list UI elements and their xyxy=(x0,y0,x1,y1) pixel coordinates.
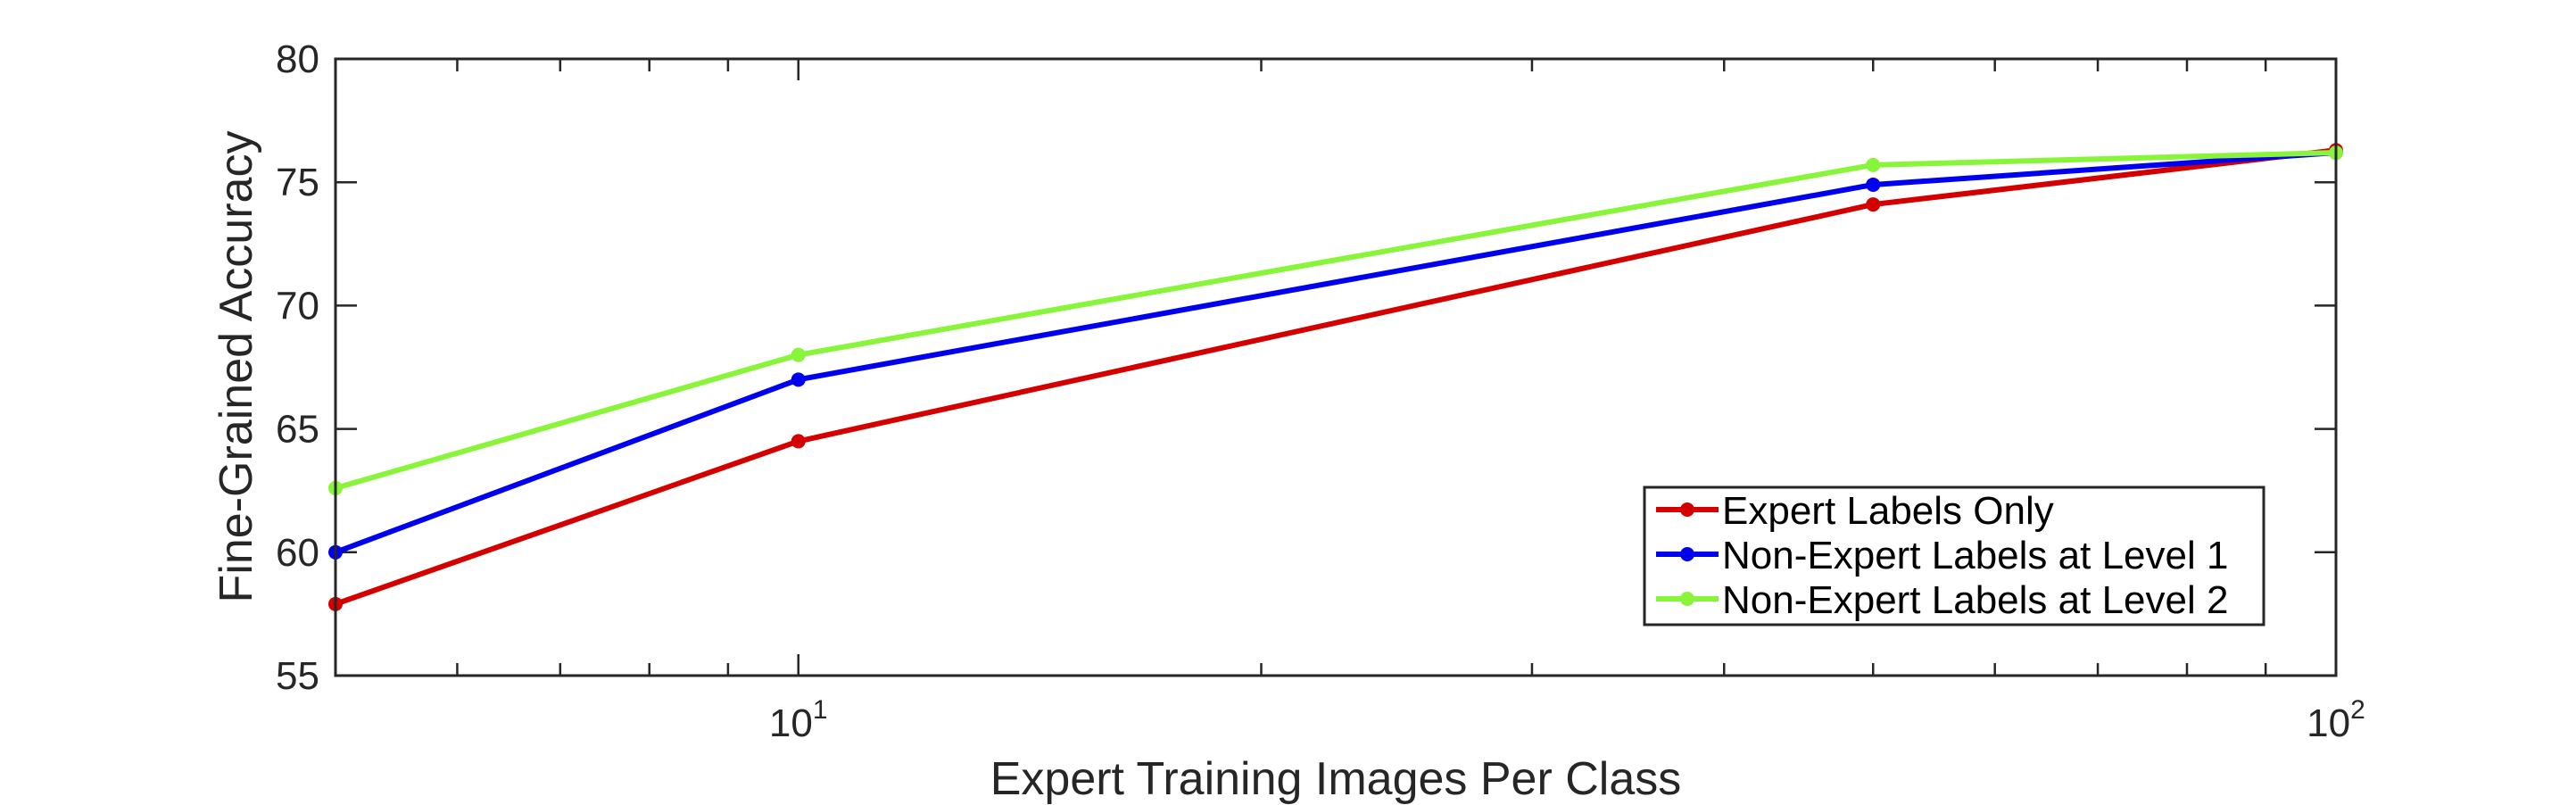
data-point xyxy=(1866,157,1881,172)
legend-label: Non-Expert Labels at Level 2 xyxy=(1722,578,2228,622)
legend-label: Non-Expert Labels at Level 1 xyxy=(1722,534,2228,577)
x-tick-label: 102 xyxy=(2307,695,2365,745)
y-tick-label: 80 xyxy=(276,37,319,81)
y-tick-label: 65 xyxy=(276,408,319,452)
legend-item: Expert Labels Only xyxy=(1656,489,2054,533)
series-layer xyxy=(328,143,2343,611)
legend-box xyxy=(1643,485,2265,627)
x-tick-label: 101 xyxy=(769,695,828,745)
legend-swatch-marker xyxy=(1680,547,1694,561)
x-tick-labels: 101 102 xyxy=(769,695,2365,745)
y-tick-labels: 55 60 65 70 75 80 xyxy=(276,37,319,698)
y-tick-label: 60 xyxy=(276,531,319,575)
series-3 xyxy=(328,145,2343,495)
series-line xyxy=(335,147,2337,607)
y-tick-label: 70 xyxy=(276,284,319,328)
series-line xyxy=(334,150,2337,555)
legend-swatch-marker xyxy=(1680,592,1694,606)
data-point xyxy=(791,347,806,362)
legend-swatch-marker xyxy=(1680,502,1694,517)
legend-item: Non-Expert Labels at Level 2 xyxy=(1656,578,2228,622)
data-point xyxy=(791,372,806,387)
data-point xyxy=(791,434,806,449)
data-point xyxy=(1866,177,1881,192)
y-tick-label: 55 xyxy=(276,654,319,698)
data-point xyxy=(1866,197,1881,212)
y-axis-title: Fine-Grained Accuracy xyxy=(211,131,262,603)
plot-frame xyxy=(334,57,2338,677)
y-tick-label: 75 xyxy=(276,161,319,204)
x-minor-ticks xyxy=(456,59,2267,676)
legend-label: Expert Labels Only xyxy=(1722,489,2054,533)
series-line xyxy=(335,150,2337,491)
legend-item: Non-Expert Labels at Level 1 xyxy=(1656,534,2228,577)
x-axis-title: Expert Training Images Per Class xyxy=(990,753,1682,805)
